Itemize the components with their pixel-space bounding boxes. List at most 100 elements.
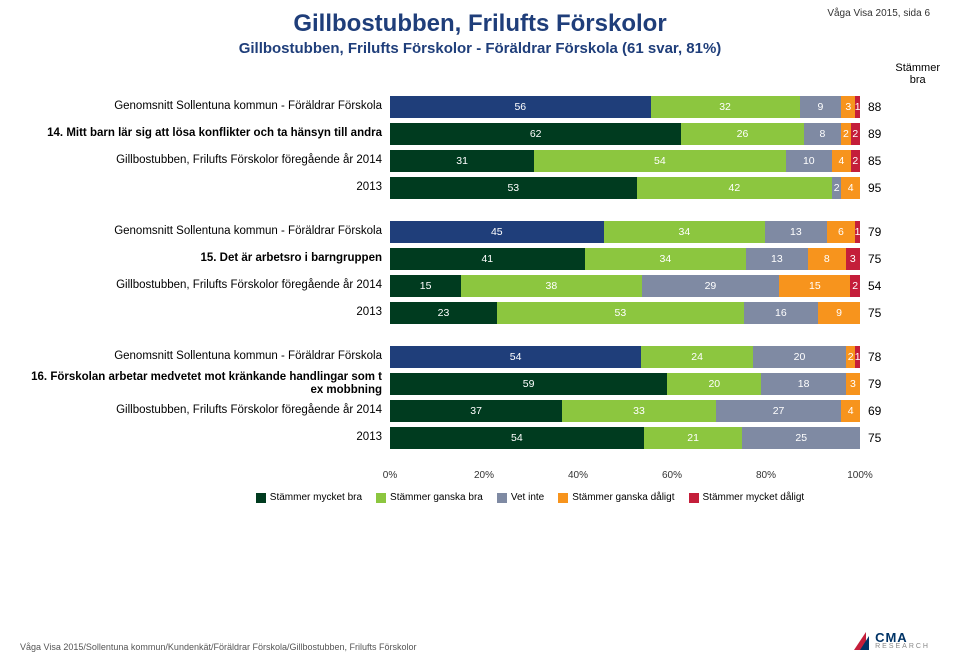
row-total: 75: [860, 431, 890, 445]
stacked-bar: 534224: [390, 177, 860, 199]
page-title: Gillbostubben, Frilufts Förskolor: [30, 10, 930, 38]
bar-segment: 54: [390, 427, 644, 449]
legend-item: Stämmer mycket bra: [256, 492, 362, 503]
bar-segment: 13: [746, 248, 808, 270]
bar-row: Gillbostubben, Frilufts Förskolor föregå…: [30, 399, 930, 423]
question-group: Genomsnitt Sollentuna kommun - Föräldrar…: [30, 220, 930, 325]
bar-segment: 9: [818, 302, 860, 324]
bar-row: 14. Mitt barn lär sig att lösa konflikte…: [30, 122, 930, 146]
bar-segment: 41: [390, 248, 585, 270]
chart-area: Genomsnitt Sollentuna kommun - Föräldrar…: [30, 95, 930, 450]
legend-label: Stämmer mycket dåligt: [703, 492, 805, 503]
bar-segment: 37: [390, 400, 562, 422]
row-label: Genomsnitt Sollentuna kommun - Föräldrar…: [30, 225, 390, 238]
bar-segment: 3: [841, 96, 855, 118]
bar-segment: 2: [846, 346, 855, 368]
bar-segment: 42: [637, 177, 832, 199]
row-total: 95: [860, 181, 890, 195]
question-group: Genomsnitt Sollentuna kommun - Föräldrar…: [30, 345, 930, 450]
logo: CMA RESEARCH: [854, 632, 930, 650]
row-label: 2013: [30, 431, 390, 444]
bar-segment: 1: [855, 96, 860, 118]
bar-segment: 1: [855, 346, 860, 368]
row-label: Genomsnitt Sollentuna kommun - Föräldrar…: [30, 350, 390, 363]
bar-row: Genomsnitt Sollentuna kommun - Föräldrar…: [30, 345, 930, 369]
axis-tick: 100%: [847, 470, 873, 481]
bar-row: Gillbostubben, Frilufts Förskolor föregå…: [30, 149, 930, 173]
row-label: Genomsnitt Sollentuna kommun - Föräldrar…: [30, 100, 390, 113]
bar-segment: 45: [390, 221, 604, 243]
bar-segment: 25: [742, 427, 860, 449]
logo-sail2-icon: [860, 636, 869, 650]
legend-swatch: [376, 493, 386, 503]
bar-row: Genomsnitt Sollentuna kommun - Föräldrar…: [30, 95, 930, 119]
bar-segment: 4: [841, 400, 860, 422]
stacked-bar: 3733274: [390, 400, 860, 422]
bar-segment: 27: [716, 400, 842, 422]
legend-label: Vet inte: [511, 492, 544, 503]
row-total: 79: [860, 377, 890, 391]
bar-segment: 2: [850, 275, 859, 297]
stacked-bar: 6226822: [390, 123, 860, 145]
row-total: 54: [860, 279, 890, 293]
bar-segment: 53: [390, 177, 637, 199]
bar-segment: 2: [851, 150, 860, 172]
bar-row: 15. Det är arbetsro i barngruppen4134138…: [30, 247, 930, 271]
bar-segment: 53: [497, 302, 744, 324]
bar-segment: 16: [744, 302, 818, 324]
stacked-bar: 5632931: [390, 96, 860, 118]
logo-bottom: RESEARCH: [875, 644, 930, 650]
axis-tick: 0%: [383, 470, 397, 481]
bar-segment: 26: [681, 123, 803, 145]
page-indicator: Våga Visa 2015, sida 6: [827, 8, 930, 19]
axis-tick: 60%: [662, 470, 682, 481]
bar-segment: 59: [390, 373, 667, 395]
bar-segment: 21: [644, 427, 743, 449]
row-label: 15. Det är arbetsro i barngruppen: [30, 252, 390, 265]
page-subtitle: Gillbostubben, Frilufts Förskolor - Förä…: [30, 40, 930, 57]
legend-swatch: [497, 493, 507, 503]
legend-swatch: [256, 493, 266, 503]
bar-segment: 9: [800, 96, 842, 118]
bar-segment: 2: [841, 123, 850, 145]
bar-segment: 23: [390, 302, 497, 324]
row-total: 75: [860, 252, 890, 266]
bar-row: Genomsnitt Sollentuna kommun - Föräldrar…: [30, 220, 930, 244]
stacked-bar: 54242021: [390, 346, 860, 368]
legend-item: Stämmer mycket dåligt: [689, 492, 805, 503]
top-legend-line1: Stämmer: [895, 62, 940, 74]
row-label: Gillbostubben, Frilufts Förskolor föregå…: [30, 154, 390, 167]
bar-segment: 34: [604, 221, 765, 243]
bar-segment: 54: [534, 150, 785, 172]
bar-segment: 15: [390, 275, 461, 297]
bar-segment: 34: [585, 248, 746, 270]
row-label: Gillbostubben, Frilufts Förskolor föregå…: [30, 279, 390, 292]
row-total: 69: [860, 404, 890, 418]
question-group: Genomsnitt Sollentuna kommun - Föräldrar…: [30, 95, 930, 200]
bar-segment: 20: [667, 373, 761, 395]
bar-segment: 1: [855, 221, 860, 243]
bar-segment: 62: [390, 123, 681, 145]
bar-segment: 24: [641, 346, 753, 368]
bar-segment: 18: [761, 373, 846, 395]
row-total: 85: [860, 154, 890, 168]
stacked-bar: 45341361: [390, 221, 860, 243]
legend-label: Stämmer ganska dåligt: [572, 492, 674, 503]
legend-item: Vet inte: [497, 492, 544, 503]
bar-segment: 3: [846, 373, 860, 395]
bar-row: 201354212575: [30, 426, 930, 450]
bar-row: 201353422495: [30, 176, 930, 200]
row-label: 16. Förskolan arbetar medvetet mot kränk…: [30, 371, 390, 397]
footer-path: Våga Visa 2015/Sollentuna kommun/Kundenk…: [20, 642, 417, 652]
bar-segment: 2: [832, 177, 841, 199]
axis-tick: 20%: [474, 470, 494, 481]
stacked-bar: 542125: [390, 427, 860, 449]
bar-segment: 2: [851, 123, 860, 145]
logo-top: CMA: [875, 632, 930, 644]
page: Våga Visa 2015, sida 6 Gillbostubben, Fr…: [0, 0, 960, 660]
legend-swatch: [689, 493, 699, 503]
stacked-bar: 31541042: [390, 150, 860, 172]
row-total: 88: [860, 100, 890, 114]
bar-segment: 3: [846, 248, 860, 270]
axis-tick: 80%: [756, 470, 776, 481]
